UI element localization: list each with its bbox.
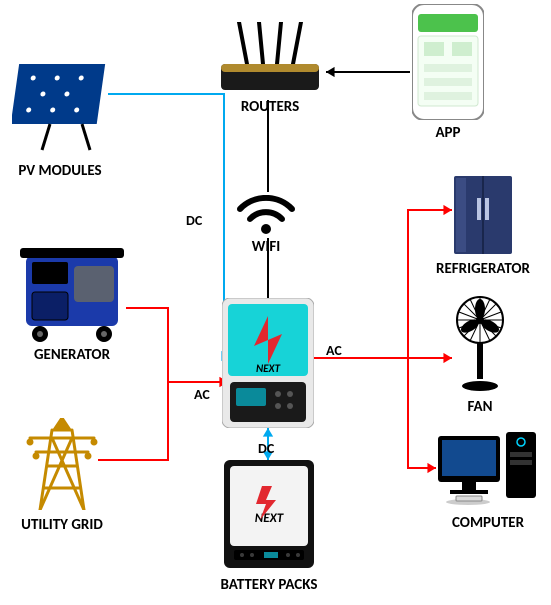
app-label: APP (368, 124, 528, 142)
battery-packs-icon: NEXT (224, 460, 314, 568)
fan-label: FAN (400, 398, 551, 416)
pv-label: PV MODULES (0, 162, 140, 180)
refrigerator-icon (454, 176, 512, 254)
edge-label-ac1: AC (194, 386, 210, 403)
computer-icon (438, 432, 538, 506)
app-icon (412, 4, 484, 120)
computer-label: COMPUTER (408, 514, 551, 532)
edge-label-ac2: AC (326, 342, 342, 359)
battery-label: BATTERY PACKS (189, 576, 349, 594)
inverter-icon: NEXT (222, 298, 314, 428)
wifi-icon (236, 195, 296, 235)
grid-label: UTILITY GRID (0, 516, 142, 534)
utility-grid-icon (24, 418, 100, 510)
fridge-label: REFRIGERATOR (403, 260, 551, 278)
svg-text:NEXT: NEXT (255, 511, 284, 526)
fan-icon (454, 296, 506, 392)
generator-icon (20, 246, 124, 342)
routers-label: ROUTERS (190, 98, 350, 116)
wifi-label: WIFI (186, 238, 346, 256)
pv-modules-icon (12, 58, 108, 152)
generator-label: GENERATOR (0, 346, 152, 364)
svg-text:NEXT: NEXT (256, 362, 281, 375)
routers-icon (215, 22, 325, 94)
edge-label-dc1: DC (186, 212, 202, 229)
edge-label-dc2: DC (258, 440, 274, 457)
